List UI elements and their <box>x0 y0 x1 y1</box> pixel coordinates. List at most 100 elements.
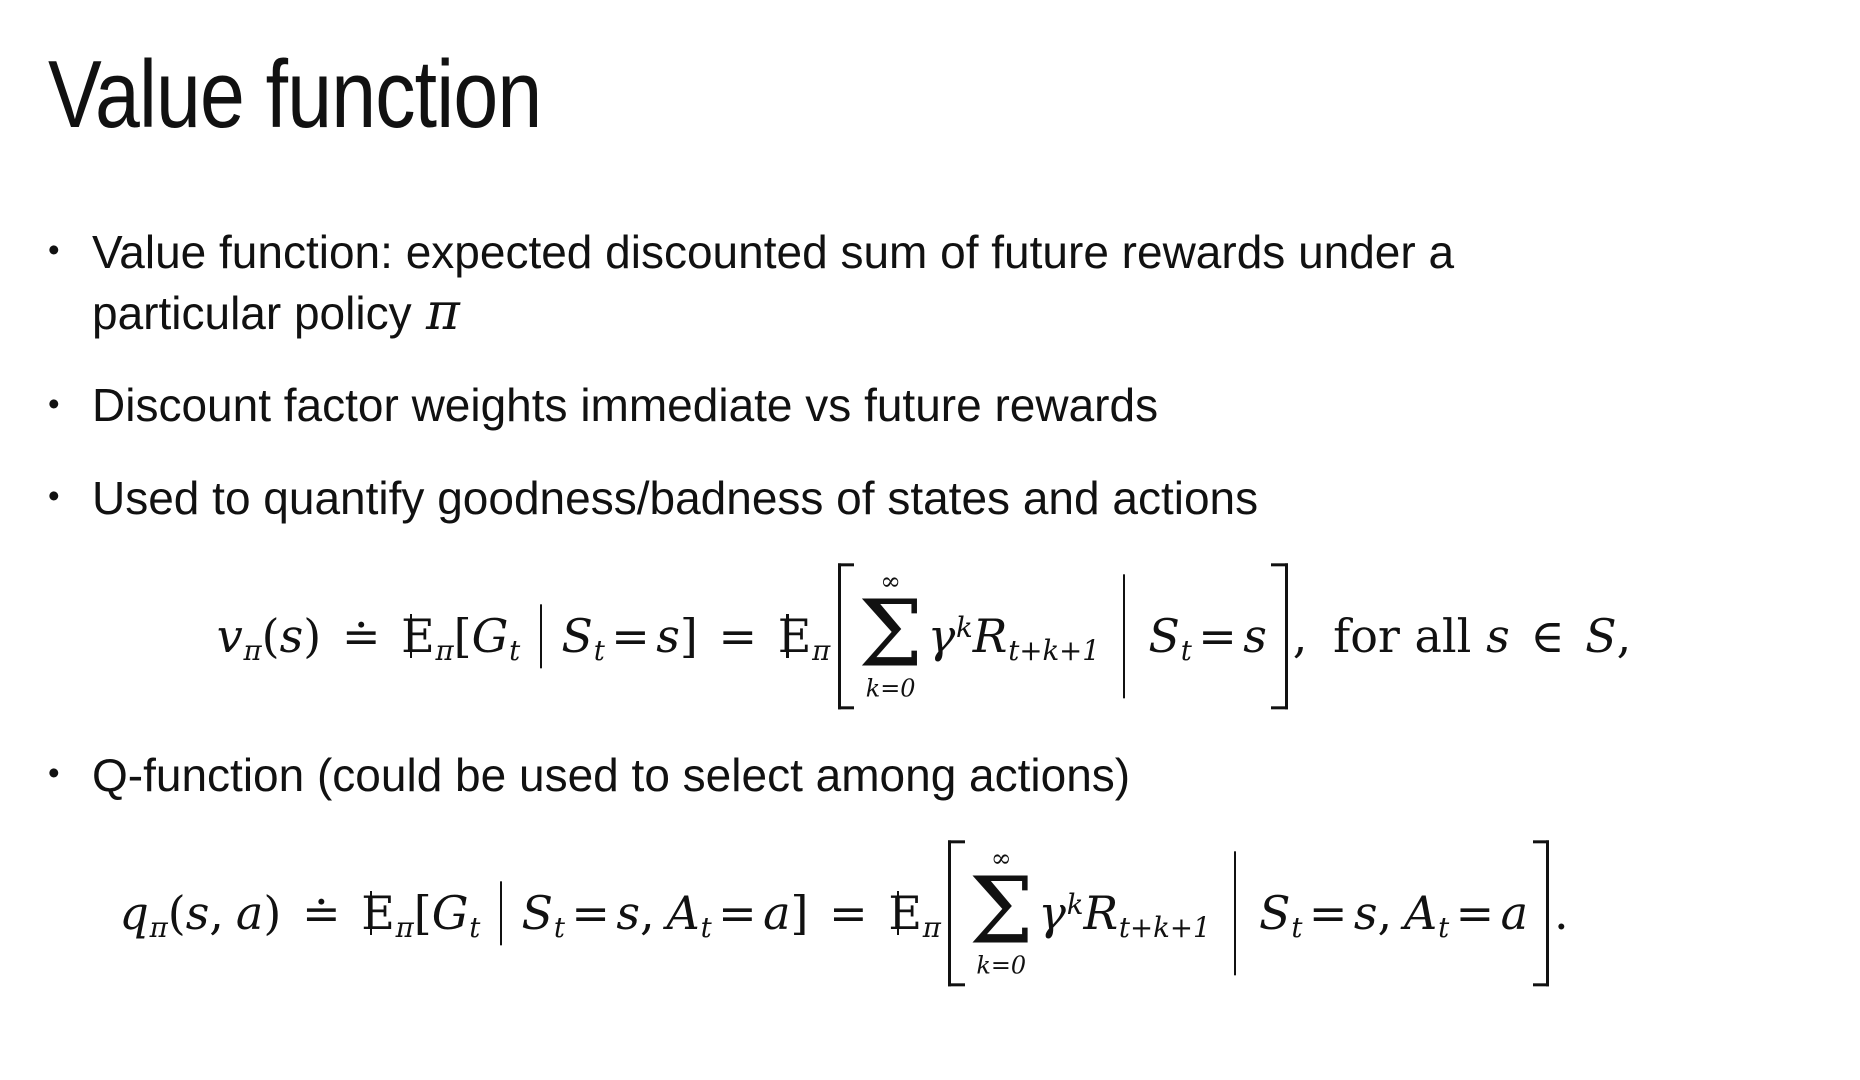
math-token-r: ] <box>680 609 698 663</box>
math-glyph: R <box>1083 886 1119 941</box>
math-token-i: Rt+k+1 <box>973 609 1100 667</box>
math-token-r: [ <box>414 886 432 940</box>
math-glyph: a <box>235 886 264 941</box>
math-token-r: . <box>1554 886 1569 940</box>
math-subscript: π <box>243 633 262 667</box>
bullet-text: Used to quantify goodness/badness of sta… <box>92 472 1259 525</box>
math-glyph: = <box>1308 886 1348 941</box>
math-token-i: At <box>1404 886 1449 944</box>
math-glyph: q <box>119 886 149 941</box>
math-glyph: S <box>561 609 593 664</box>
math-token-i: s <box>1354 886 1378 940</box>
math-sum-sigma: Σ <box>968 857 1034 965</box>
math-token-op: ≐ <box>302 886 341 940</box>
math-token-comma: , <box>1377 886 1392 940</box>
math-token-r: ) <box>263 886 281 940</box>
math-glyph: ) <box>263 886 282 941</box>
math-glyph: = <box>829 886 868 941</box>
bullet-item-quantify: • Used to quantify goodness/badness of s… <box>48 468 1800 529</box>
math-token-bbE: Eπ <box>888 886 941 944</box>
math-token-i: St <box>1148 609 1191 667</box>
math-token-i: γk <box>1038 886 1083 940</box>
math-glyph: E <box>401 609 435 664</box>
bullet-line: Value function: expected discounted sum … <box>92 226 1455 278</box>
slide-title: Value function <box>48 41 542 148</box>
math-token-i: Gt <box>431 886 481 944</box>
math-glyph: s <box>616 886 640 941</box>
math-glyph: S <box>1585 609 1617 664</box>
math-glyph: G <box>471 609 509 664</box>
math-big-bracket <box>837 563 855 710</box>
math-token-r: , <box>1617 609 1632 663</box>
math-token-text: for all <box>1333 609 1471 663</box>
bullet-marker: • <box>48 755 60 793</box>
math-subscript: π <box>435 633 454 667</box>
math-subscript: π <box>812 633 831 667</box>
math-sum-upper: ∞ <box>990 843 1012 873</box>
math-glyph: = <box>718 609 758 664</box>
bullet-line: particular policy <box>92 286 412 339</box>
math-glyph: G <box>431 886 469 941</box>
math-glyph: = <box>1198 609 1237 664</box>
math-conditioning-bar <box>1233 851 1237 976</box>
math-subscript: t <box>1180 633 1192 667</box>
math-glyph: A <box>1404 886 1438 941</box>
math-token-r: ( <box>262 609 280 663</box>
math-glyph: , <box>209 886 224 941</box>
bullet-marker: • <box>48 232 60 270</box>
math-token-eq: = <box>1309 886 1348 940</box>
math-token-eq: = <box>611 609 650 663</box>
math-sum-lower: k=0 <box>865 674 916 703</box>
math-glyph: S <box>1148 609 1180 664</box>
math-token-i: St <box>561 609 604 667</box>
math-token-i: a <box>763 886 790 940</box>
math-token-i: s <box>656 609 680 663</box>
math-glyph: ] <box>679 609 698 664</box>
math-token-i: Rt+k+1 <box>1083 886 1210 944</box>
math-token-i: s <box>1243 609 1267 663</box>
math-conditioning-bar <box>1122 574 1126 699</box>
math-subscript: t <box>553 910 565 944</box>
math-token-eq: = <box>1198 609 1237 663</box>
math-token-eq: = <box>1456 886 1495 940</box>
math-sum-sigma: Σ <box>858 580 924 688</box>
math-token-i: a <box>236 886 263 940</box>
math-token-comma: , <box>1293 609 1308 663</box>
math-glyph: ≐ <box>341 609 381 664</box>
math-glyph: ( <box>261 609 280 664</box>
math-glyph: = <box>571 886 610 941</box>
math-sum-upper: ∞ <box>880 566 901 596</box>
math-glyph: ( <box>167 886 186 941</box>
math-glyph: γ <box>927 609 956 664</box>
math-glyph: s <box>1243 609 1267 664</box>
math-subscript: π <box>922 910 941 944</box>
math-token-i: At <box>667 886 712 944</box>
math-subscript: π <box>149 910 168 944</box>
math-subscript: π <box>395 910 414 944</box>
math-glyph: = <box>1455 886 1495 941</box>
math-token-comma: , <box>209 886 224 940</box>
bullet-marker: • <box>48 478 60 516</box>
math-glyph: E <box>361 886 395 941</box>
slide-body: • Value function: expected discounted su… <box>48 222 1800 1022</box>
math-glyph: S <box>1259 886 1291 941</box>
math-glyph: = <box>611 609 650 664</box>
math-glyph: E <box>777 609 812 664</box>
math-subscript: t <box>509 633 521 667</box>
math-token-i: a <box>1501 886 1528 940</box>
math-superscript: k <box>956 610 973 644</box>
math-glyph: γ <box>1038 886 1066 941</box>
math-glyph: s <box>656 609 680 664</box>
bullet-item-q-function: • Q-function (could be used to select am… <box>48 745 1800 806</box>
math-token-i: St <box>1259 886 1302 944</box>
math-glyph: ] <box>790 886 809 941</box>
math-glyph: . <box>1554 886 1569 941</box>
math-token-bbE: Eπ <box>401 609 454 667</box>
bullet-text: Value function: expected discounted sum … <box>92 222 1800 343</box>
math-glyph: s <box>1353 886 1378 941</box>
math-token-op: = <box>829 886 868 940</box>
